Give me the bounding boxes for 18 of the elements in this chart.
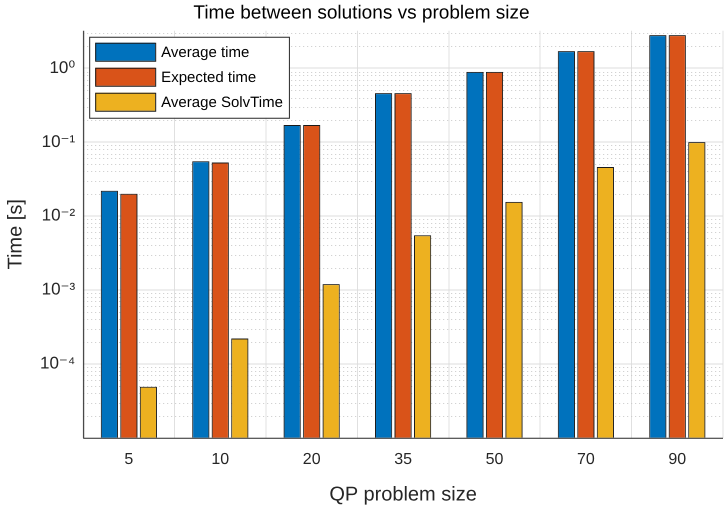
y-tick-label: 10⁻⁴ [40,354,76,373]
x-tick-label: 90 [668,450,686,468]
x-tick-label: 50 [486,450,504,468]
y-tick-label: 10⁻³ [42,280,76,299]
y-axis-title: Time [s] [4,199,27,270]
chart-title: Time between solutions vs problem size [193,2,530,24]
x-tick-label: 10 [211,450,230,468]
x-tick-label: 35 [394,450,412,468]
x-tick-label: 20 [302,450,321,468]
y-tick-label: 10⁻¹ [42,132,76,151]
legend-label: Expected time [161,68,256,86]
legend-label: Average SolvTime [161,94,283,111]
y-tick-label: 10⁰ [49,58,76,77]
x-axis-title: QP problem size [329,484,477,506]
x-tick-label: 70 [577,450,595,468]
x-tick-label: 5 [124,450,134,468]
legend-label: Average time [161,44,250,61]
y-tick-label: 10⁻² [42,206,76,225]
